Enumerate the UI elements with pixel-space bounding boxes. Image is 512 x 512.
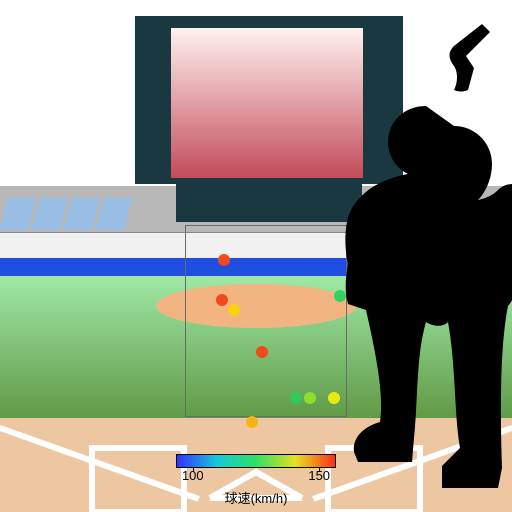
speed-colorbar: 100150 [176,454,336,468]
scoreboard-neck [176,184,362,222]
figure-root: 100150球速(km/h) [0,0,512,512]
strike-zone [185,225,347,417]
pitch-marker [228,304,240,316]
pitch-marker [216,294,228,306]
pitch-marker [290,392,302,404]
colorbar-tick-label: 100 [182,468,204,483]
pitch-marker [328,392,340,404]
pitch-marker [334,290,346,302]
pitch-marker [304,392,316,404]
colorbar-tick-label: 150 [308,468,330,483]
pitch-marker [218,254,230,266]
pitch-marker [256,346,268,358]
pitch-marker [246,416,258,428]
colorbar-caption: 球速(km/h) [176,488,336,507]
scoreboard-screen [171,28,363,178]
